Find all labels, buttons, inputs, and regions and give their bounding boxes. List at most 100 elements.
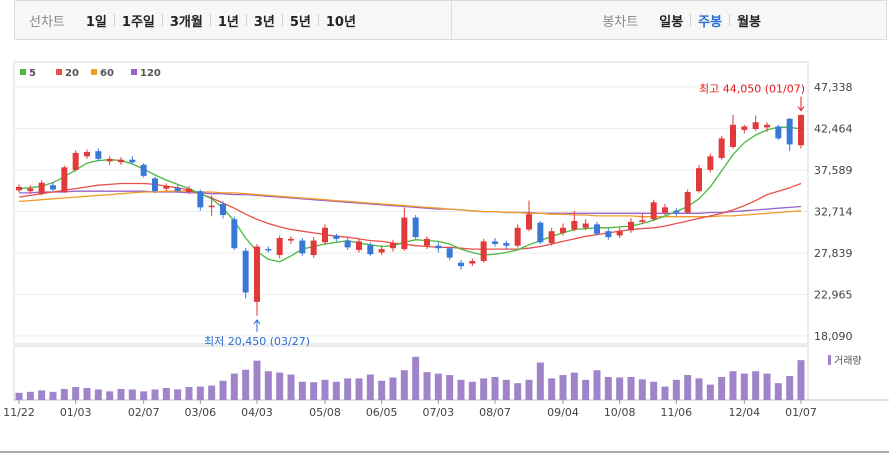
divider [161,14,163,26]
volume-bar [536,362,544,400]
tab-1week[interactable]: 1주일 [121,14,155,30]
x-tick-label: 12/04 [728,406,760,419]
candle-body [38,182,45,194]
volume-bar [582,379,590,400]
legend-label: 120 [140,68,161,79]
volume-bar [310,382,318,400]
volume-bar [729,371,737,400]
tab-weekly[interactable]: 주봉 [698,14,723,30]
candle-body [378,249,385,253]
x-tick-label: 06/05 [366,406,398,419]
candle-body [707,156,714,170]
divider [281,14,283,26]
volume-bar [15,392,23,400]
tab-1year[interactable]: 1년 [217,14,239,30]
line-chart-label[interactable]: 선차트 [29,14,65,30]
volume-bar [672,379,680,400]
moving-average-lines [18,126,802,263]
y-tick-label: 47,338 [814,81,853,94]
candle-body [548,231,555,244]
period-tab-group: 선차트 1일 1주일 3개월 1년 3년 5년 10년 [29,1,363,39]
divider [209,14,211,26]
volume-bar [332,381,340,400]
volume-bar [502,379,510,400]
candle-body [220,203,226,216]
candle-body [424,238,430,246]
volume-bar [242,369,250,400]
candle-body [254,246,260,302]
x-tick-label: 07/03 [422,406,454,419]
candle-body [299,240,306,254]
candle-body [242,250,249,293]
candle-body [458,262,464,267]
x-axis: 11/22 01/03 02/07 03/06 04/03 05/08 06/05 07/03… [3,400,817,419]
volume-bar [287,374,295,400]
legend-swatch [20,69,26,75]
candle-body [152,178,158,192]
volume-label: 거래량 [834,355,862,367]
volume-bar [525,379,533,400]
divider [245,14,247,26]
x-tick-label: 11/22 [3,406,35,419]
volume-bar [570,372,578,400]
volume-bar [400,370,408,400]
tab-10year[interactable]: 10년 [325,14,356,30]
toolbar-divider [451,1,452,39]
candle-body [197,191,204,208]
annotations: 최고 44,050 (01/07) 최저 20,450 (03/27) [204,83,805,348]
tab-monthly[interactable]: 월봉 [737,14,761,30]
tab-5year[interactable]: 5년 [289,14,311,30]
candle-body [401,217,408,250]
volume-bar [230,373,238,400]
volume-bar [638,379,646,400]
candle-body [616,231,623,236]
candle-body [129,159,136,163]
candle-body [514,227,521,246]
candle-body [798,114,804,146]
ma-legend: 5 20 60 120 [20,68,161,79]
y-tick-label: 18,090 [814,330,853,343]
candle-body [480,241,487,261]
x-tick-label: 03/06 [184,406,216,419]
x-tick-label: 02/07 [128,406,160,419]
divider [729,14,731,26]
candle-body [537,222,544,243]
volume-bar [616,377,624,400]
candle-body [412,217,419,238]
divider [317,14,319,26]
candle-body [356,241,362,250]
ma120-line [19,190,802,214]
tab-3year[interactable]: 3년 [253,14,275,30]
candle-body [446,248,453,258]
candle-body [333,235,340,239]
candle-body [16,186,22,191]
y-tick-label: 37,589 [814,164,853,177]
volume-bar [253,360,261,400]
volume-bar [774,383,782,400]
candle-body [163,186,170,189]
tab-1day[interactable]: 1일 [85,14,107,30]
tab-3month[interactable]: 3개월 [169,14,203,30]
candle-body [628,221,634,231]
candle-body [764,124,770,128]
high-arrow-head [797,106,805,112]
volume-bar [627,376,635,400]
volume-bar [491,376,499,400]
volume-bar [162,388,170,400]
candle-body [435,245,442,249]
candles [16,114,804,316]
volume-bar [446,375,454,400]
candle-body [95,151,102,159]
ma5-line [18,126,802,263]
volume-bar [684,375,692,400]
volume-bar [128,389,136,400]
y-tick-label: 27,839 [814,247,853,260]
volume-bar [593,370,601,400]
volume-bar [695,378,703,400]
volume-bar [174,389,182,400]
candle-chart-label[interactable]: 봉차트 [602,14,639,30]
y-tick-label: 32,714 [814,206,853,219]
volume-bar [763,373,771,400]
candle-body [140,164,147,176]
tab-daily[interactable]: 일봉 [659,14,684,30]
